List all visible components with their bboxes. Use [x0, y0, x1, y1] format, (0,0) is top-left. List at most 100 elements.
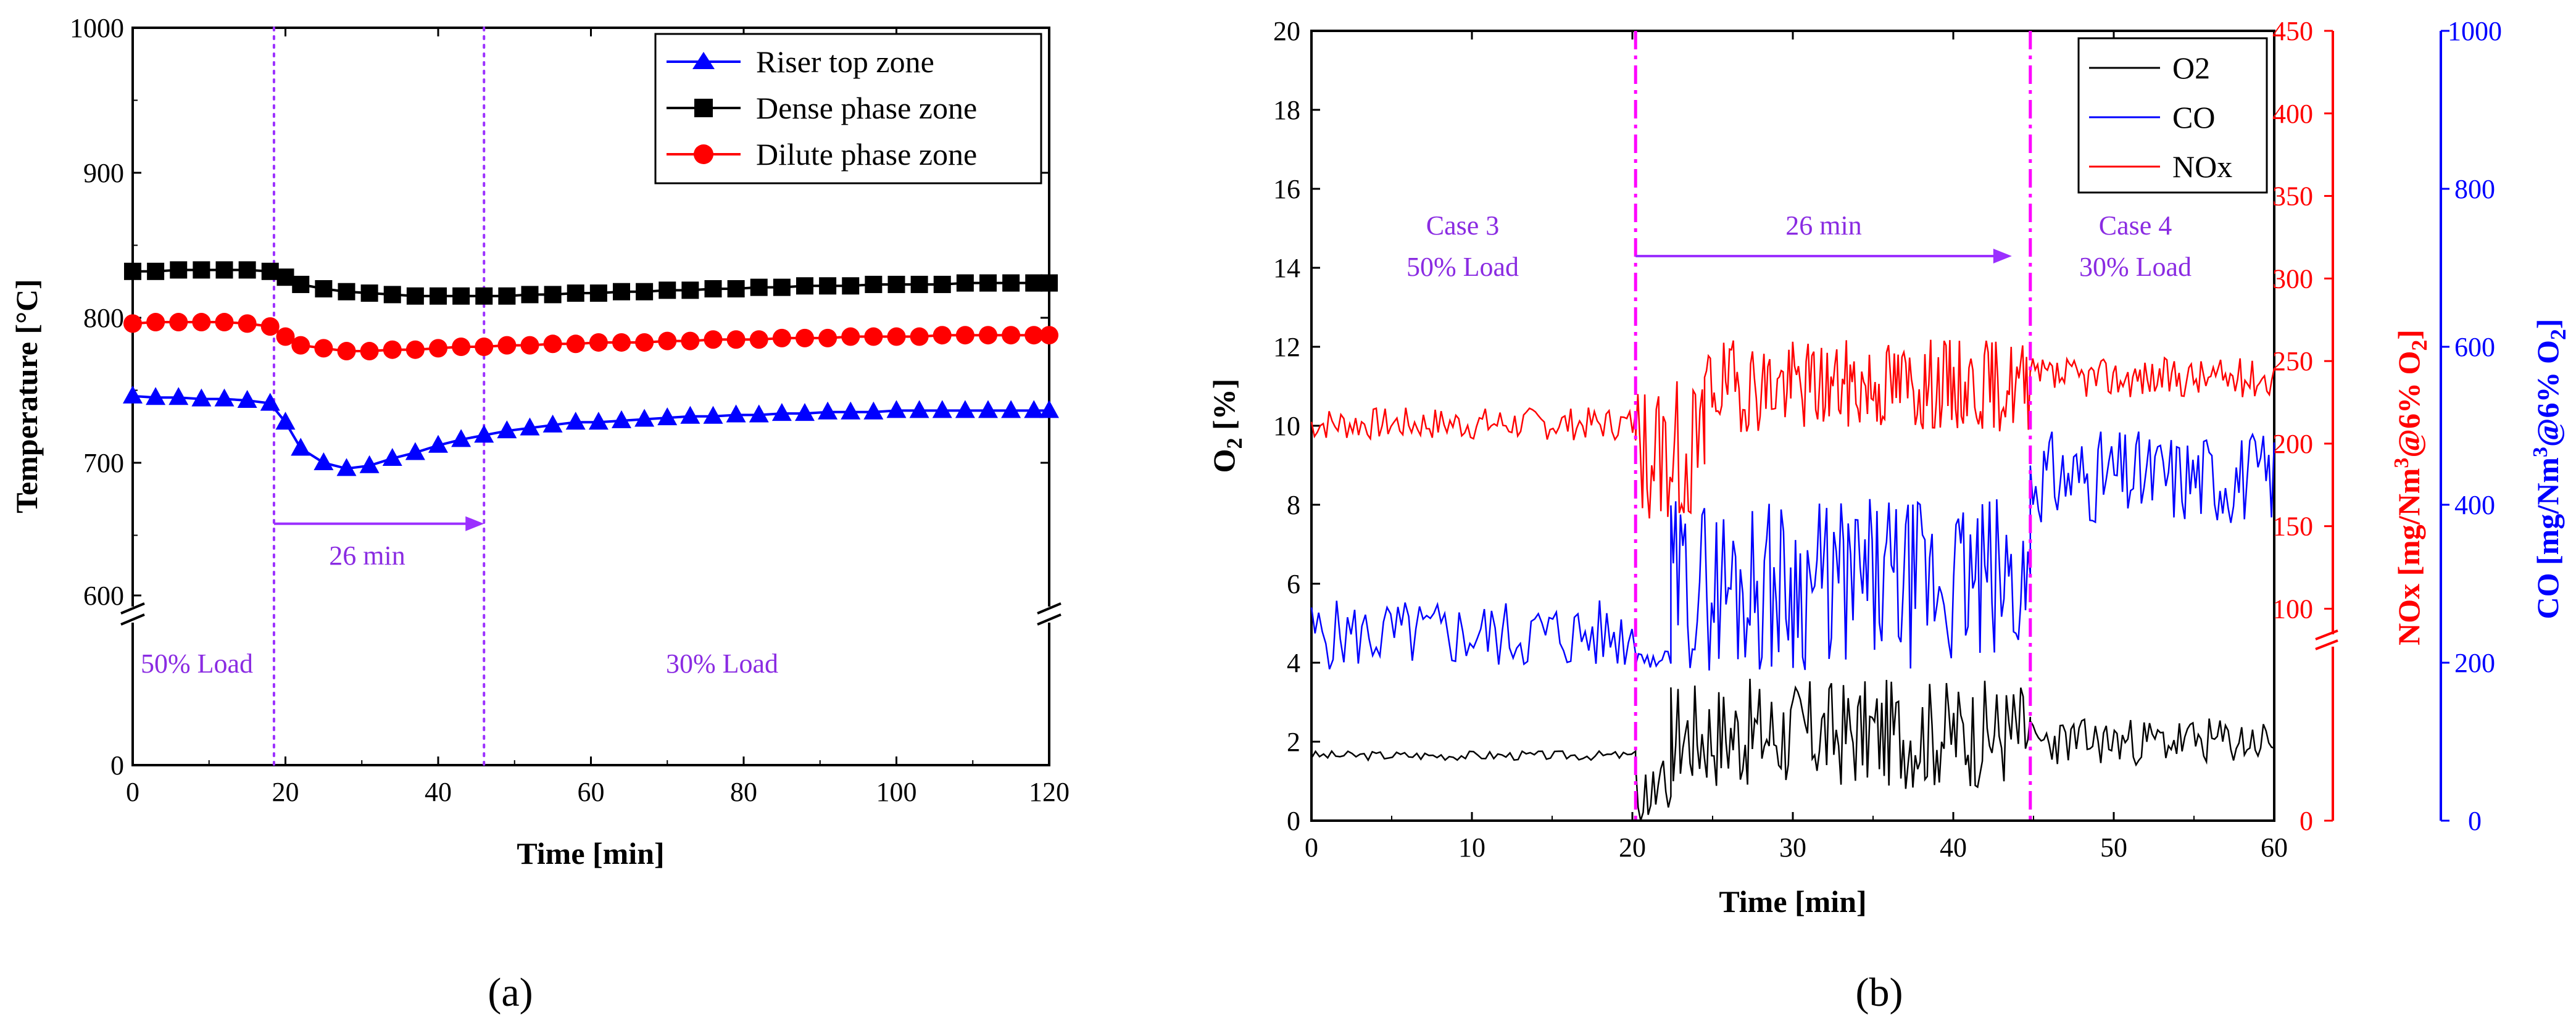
data-point-square: [589, 284, 607, 302]
panel-a-arrow-label: 26 min: [329, 541, 405, 571]
data-point-square: [215, 261, 233, 279]
panel-b-caption: (b): [1856, 970, 1903, 1015]
data-point-square: [475, 287, 493, 305]
data-point-square: [933, 275, 951, 293]
panel-a-region-label-50: 50% Load: [141, 649, 253, 679]
panel-b-duration-arrow: [1635, 249, 2012, 263]
x-tick-label: 20: [1619, 832, 1646, 863]
data-point-triangle: [680, 405, 700, 424]
data-point-circle: [933, 326, 952, 345]
data-point-triangle: [909, 400, 929, 418]
data-point-circle: [123, 314, 142, 333]
y-tick-label: 800: [83, 303, 124, 333]
data-point-circle: [1024, 326, 1044, 345]
panel-b-legend: O2 CO NOx: [2077, 37, 2268, 194]
data-point-circle: [887, 327, 906, 346]
panel-b-arrow-label: 26 min: [1785, 210, 1861, 241]
data-point-triangle: [1024, 400, 1044, 418]
x-tick-label: 100: [876, 777, 917, 807]
panel-a-axis-break-left: [120, 602, 145, 626]
y-tick-label: 0: [110, 750, 124, 781]
data-point-square: [498, 287, 516, 305]
data-point-circle: [337, 342, 356, 361]
data-point-square: [292, 275, 310, 293]
data-point-triangle: [542, 414, 563, 433]
data-point-circle: [566, 334, 585, 354]
data-point-triangle: [168, 387, 189, 405]
data-point-circle: [146, 313, 165, 332]
o2-tick-label: 16: [1273, 174, 1300, 204]
data-point-circle: [429, 339, 447, 358]
panel-b-case3-label: Case 3: [1426, 210, 1500, 241]
legend-label-o2: O2: [2172, 51, 2210, 85]
data-point-square: [704, 280, 722, 297]
data-point-circle: [704, 330, 723, 349]
data-point-triangle: [863, 401, 884, 420]
o2-tick-label: 8: [1287, 490, 1300, 520]
data-point-triangle: [565, 412, 586, 430]
data-point-circle: [841, 327, 860, 346]
nox-tick-label: 0: [2300, 806, 2313, 836]
data-point-circle: [192, 313, 211, 332]
data-point-circle: [383, 340, 402, 359]
data-point-triangle: [146, 387, 166, 405]
x-tick-label: 20: [272, 777, 299, 807]
data-point-square: [613, 283, 630, 301]
data-point-square: [681, 281, 699, 299]
panel-b-series: [1310, 339, 2275, 821]
data-point-circle: [497, 336, 517, 355]
data-point-circle: [955, 326, 974, 345]
data-point-circle: [314, 339, 333, 358]
data-point-triangle: [382, 447, 402, 466]
data-point-triangle: [336, 458, 357, 476]
data-point-triangle: [726, 404, 746, 423]
nox-tick-label: 300: [2272, 263, 2313, 294]
data-point-triangle: [451, 429, 472, 447]
data-point-triangle: [657, 407, 678, 426]
panel-b-nox-axis-label: NOx [mg/Nm3@6% O2]: [2390, 330, 2432, 645]
data-point-square: [383, 286, 401, 304]
panel-b-x-axis-label: Time [min]: [1719, 884, 1866, 919]
panel-a-legend: Riser top zone Dense phase zone Dilute p…: [654, 33, 1042, 184]
y-tick-label: 600: [83, 581, 124, 611]
data-point-circle: [658, 331, 677, 350]
data-point-circle: [796, 328, 814, 347]
legend-item-dense: Dense phase zone: [667, 91, 977, 125]
data-point-circle: [291, 336, 310, 355]
data-point-triangle: [359, 455, 380, 473]
legend-label-dilute: Dilute phase zone: [756, 137, 977, 172]
data-point-triangle: [886, 400, 907, 418]
data-point-square: [842, 277, 860, 295]
nox-tick-label: 250: [2272, 346, 2313, 376]
x-tick-label: 80: [730, 777, 757, 807]
o2-tick-label: 18: [1273, 95, 1300, 125]
data-point-square: [276, 268, 294, 286]
data-point-circle: [635, 333, 654, 352]
y-tick-label: 900: [83, 158, 124, 188]
data-point-triangle: [291, 437, 311, 456]
data-point-triangle: [749, 404, 769, 423]
data-point-square: [238, 261, 256, 279]
nox-tick-label: 100: [2272, 594, 2313, 624]
panel-b: 0 10 20 30 40 50 60024681012141618200100150200…: [1207, 16, 2570, 1015]
data-point-circle: [1040, 326, 1058, 345]
data-point-triangle: [123, 385, 143, 404]
data-point-square: [659, 281, 676, 299]
data-point-triangle: [474, 425, 494, 443]
x-tick-label: 40: [1940, 832, 1967, 863]
data-point-triangle: [841, 401, 861, 420]
o2-tick-label: 20: [1273, 16, 1300, 46]
o2-tick-label: 14: [1273, 253, 1300, 283]
data-point-circle: [772, 328, 791, 347]
data-point-circle: [589, 333, 608, 352]
data-point-circle: [612, 333, 631, 352]
data-point-square: [796, 277, 813, 295]
data-point-triangle: [191, 388, 212, 407]
panel-a-series: [123, 261, 1059, 476]
data-point-triangle: [1039, 400, 1059, 418]
o2-tick-label: 6: [1287, 569, 1300, 599]
data-point-square: [750, 278, 768, 296]
data-point-square: [261, 262, 279, 280]
data-point-triangle: [634, 408, 655, 427]
